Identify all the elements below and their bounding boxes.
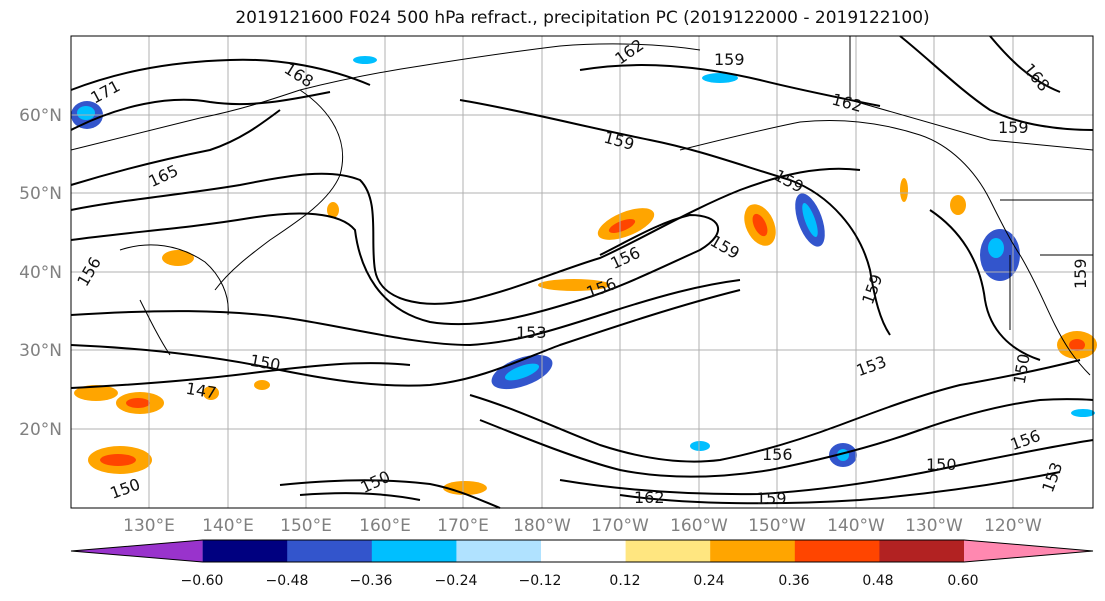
contour-label: 162 bbox=[634, 488, 665, 507]
colorbar-tick-label: 0.24 bbox=[693, 573, 724, 589]
lon-label: 140°W bbox=[827, 516, 885, 536]
lon-label: 150°E bbox=[280, 516, 332, 536]
colorbar-tick-label: −0.24 bbox=[435, 573, 478, 589]
colorbar-segment bbox=[794, 540, 880, 562]
lon-label: 140°E bbox=[202, 516, 254, 536]
contour-label: 150 bbox=[926, 455, 957, 474]
lon-label: 180°W bbox=[513, 516, 571, 536]
colorbar-extend-high bbox=[964, 540, 1093, 562]
latitude-labels: 60°N 50°N 40°N 30°N 20°N bbox=[19, 106, 62, 440]
coastlines bbox=[70, 36, 1094, 376]
colorbar-segment bbox=[541, 540, 627, 562]
lat-label: 50°N bbox=[19, 184, 62, 204]
colorbar-segment bbox=[625, 540, 711, 562]
colorbar-segment bbox=[202, 540, 288, 562]
colorbar-segment bbox=[371, 540, 457, 562]
lon-label: 160°W bbox=[670, 516, 728, 536]
contour-label: 159 bbox=[998, 118, 1029, 137]
lat-label: 30°N bbox=[19, 341, 62, 361]
colorbar-tick-label: −0.36 bbox=[350, 573, 393, 589]
colorbar-tick-label: 0.12 bbox=[609, 573, 640, 589]
lat-label: 60°N bbox=[19, 106, 62, 126]
map-frame bbox=[70, 35, 1094, 509]
colorbar-tick-label: −0.60 bbox=[181, 573, 224, 589]
colorbar bbox=[70, 539, 1094, 563]
contour-label: 153 bbox=[516, 323, 547, 342]
colorbar-extend-low bbox=[71, 540, 203, 562]
colorbar-outline bbox=[70, 539, 1094, 563]
colorbar-tick-label: −0.48 bbox=[266, 573, 309, 589]
lon-label: 120°W bbox=[984, 516, 1042, 536]
colorbar-tick-label: 0.60 bbox=[947, 573, 978, 589]
colorbar-tick-label: 0.48 bbox=[862, 573, 893, 589]
map-title: 2019121600 F024 500 hPa refract., precip… bbox=[235, 8, 930, 28]
colorbar-tick-label: −0.12 bbox=[519, 573, 562, 589]
contour-label: 156 bbox=[762, 445, 793, 464]
lat-label: 20°N bbox=[19, 420, 62, 440]
lon-label: 170°W bbox=[591, 516, 649, 536]
colorbar-segment bbox=[710, 540, 796, 562]
lon-label: 170°E bbox=[437, 516, 489, 536]
longitude-labels: 130°E 140°E 150°E 160°E 170°E 180°W 170°… bbox=[123, 516, 1042, 536]
contour-lines bbox=[70, 35, 1094, 509]
lon-label: 150°W bbox=[748, 516, 806, 536]
contour-label: 159 bbox=[756, 489, 787, 508]
colorbar-segment bbox=[456, 540, 542, 562]
lon-label: 160°E bbox=[359, 516, 411, 536]
contour-label: 159 bbox=[714, 50, 745, 69]
colorbar-tick-labels: −0.60 −0.48 −0.36 −0.24 −0.12 0.12 0.24 … bbox=[181, 573, 979, 589]
colorbar-segment bbox=[879, 540, 965, 562]
lon-label: 130°E bbox=[123, 516, 175, 536]
colorbar-segment bbox=[287, 540, 373, 562]
precipitation-fill bbox=[71, 56, 1097, 495]
colorbar-tick-label: 0.36 bbox=[778, 573, 809, 589]
lat-label: 40°N bbox=[19, 263, 62, 283]
contour-label: 159 bbox=[1071, 258, 1090, 289]
lon-label: 130°W bbox=[905, 516, 963, 536]
